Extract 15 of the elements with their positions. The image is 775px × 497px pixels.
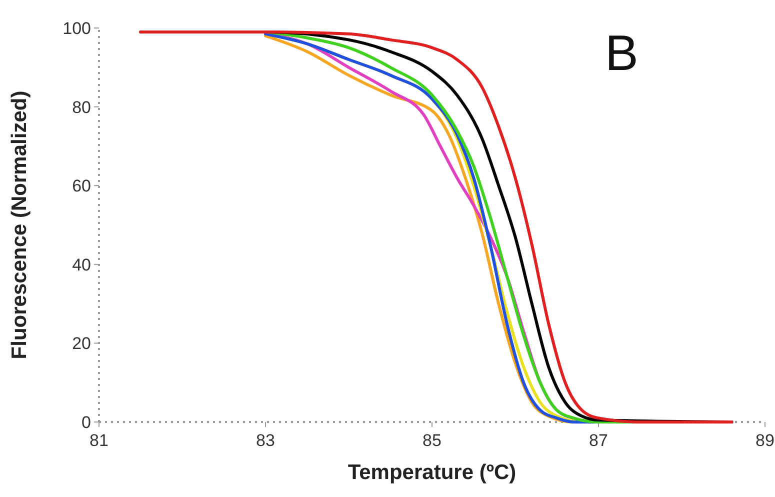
x-tick-label: 85 [422, 431, 442, 450]
x-tick-label: 89 [756, 431, 774, 450]
line-series [139, 30, 734, 424]
y-tick-label: 100 [62, 19, 91, 38]
x-axis-title: Temperature (ºC) [348, 461, 516, 484]
y-tick-label: 40 [72, 255, 91, 274]
y-tick-label: 0 [82, 413, 91, 432]
x-tick-label: 81 [90, 431, 108, 450]
y-axis-title: Fluorescence (Normalized) [8, 90, 31, 360]
x-tick-label: 87 [589, 431, 608, 450]
y-tick-label: 60 [72, 176, 91, 196]
y-tick-label: 80 [72, 98, 91, 117]
y-tick-label: 20 [72, 334, 91, 354]
x-tick-label: 83 [256, 431, 275, 450]
annotation: B [605, 25, 638, 81]
